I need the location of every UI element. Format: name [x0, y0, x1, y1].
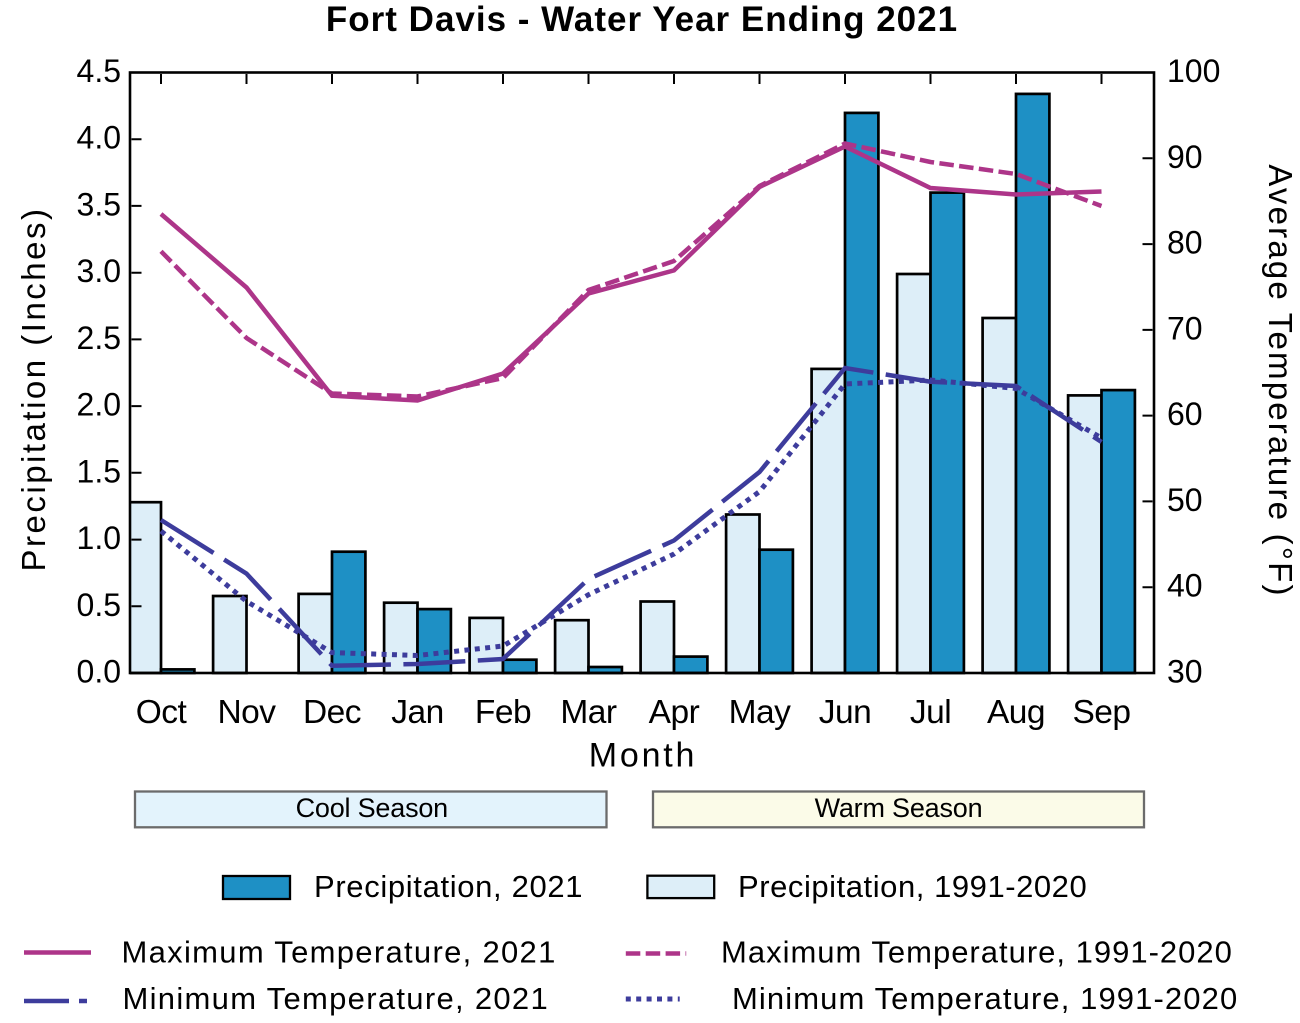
svg-text:Minimum Temperature, 1991-2020: Minimum Temperature, 1991-2020 — [732, 981, 1238, 1016]
svg-text:90: 90 — [1167, 139, 1203, 175]
svg-text:Feb: Feb — [475, 694, 531, 731]
svg-text:2.5: 2.5 — [77, 320, 121, 356]
svg-text:0.5: 0.5 — [77, 587, 121, 623]
svg-text:40: 40 — [1167, 568, 1203, 604]
svg-text:Maximum Temperature, 2021: Maximum Temperature, 2021 — [122, 935, 557, 970]
svg-text:Oct: Oct — [136, 694, 188, 731]
svg-text:Nov: Nov — [217, 694, 276, 731]
svg-text:Average Temperature (°F): Average Temperature (°F) — [1262, 164, 1299, 597]
svg-text:Precipitation, 1991-2020: Precipitation, 1991-2020 — [738, 869, 1087, 904]
svg-text:May: May — [729, 694, 792, 731]
svg-text:70: 70 — [1167, 310, 1203, 346]
svg-text:Month: Month — [589, 737, 698, 775]
svg-text:Precipitation, 2021: Precipitation, 2021 — [314, 869, 583, 904]
svg-text:3.5: 3.5 — [77, 186, 121, 222]
svg-text:30: 30 — [1167, 654, 1203, 690]
svg-text:Maximum Temperature, 1991-2020: Maximum Temperature, 1991-2020 — [721, 935, 1233, 970]
svg-text:Minimum Temperature, 2021: Minimum Temperature, 2021 — [123, 981, 550, 1016]
svg-text:Warm Season: Warm Season — [815, 793, 983, 823]
svg-text:Apr: Apr — [649, 694, 700, 731]
svg-text:Precipitation (Inches): Precipitation (Inches) — [15, 207, 52, 572]
svg-text:80: 80 — [1167, 225, 1203, 261]
svg-text:1.0: 1.0 — [77, 520, 121, 556]
svg-text:Dec: Dec — [303, 694, 361, 731]
svg-text:1.5: 1.5 — [77, 453, 121, 489]
svg-text:60: 60 — [1167, 396, 1203, 432]
svg-text:50: 50 — [1167, 482, 1203, 518]
svg-text:Jan: Jan — [391, 694, 444, 731]
svg-text:Cool Season: Cool Season — [296, 793, 448, 823]
svg-text:Jun: Jun — [819, 694, 872, 731]
svg-text:4.0: 4.0 — [77, 120, 121, 156]
svg-text:3.0: 3.0 — [77, 253, 121, 289]
svg-text:4.5: 4.5 — [77, 53, 121, 89]
svg-text:Fort Davis - Water Year Ending: Fort Davis - Water Year Ending 2021 — [326, 0, 958, 39]
svg-text:100: 100 — [1167, 53, 1220, 89]
svg-text:Mar: Mar — [560, 694, 617, 731]
svg-text:2.0: 2.0 — [77, 387, 121, 423]
svg-text:0.0: 0.0 — [77, 654, 121, 690]
svg-text:Jul: Jul — [910, 694, 951, 731]
svg-text:Sep: Sep — [1072, 694, 1130, 731]
svg-text:Aug: Aug — [987, 694, 1045, 731]
